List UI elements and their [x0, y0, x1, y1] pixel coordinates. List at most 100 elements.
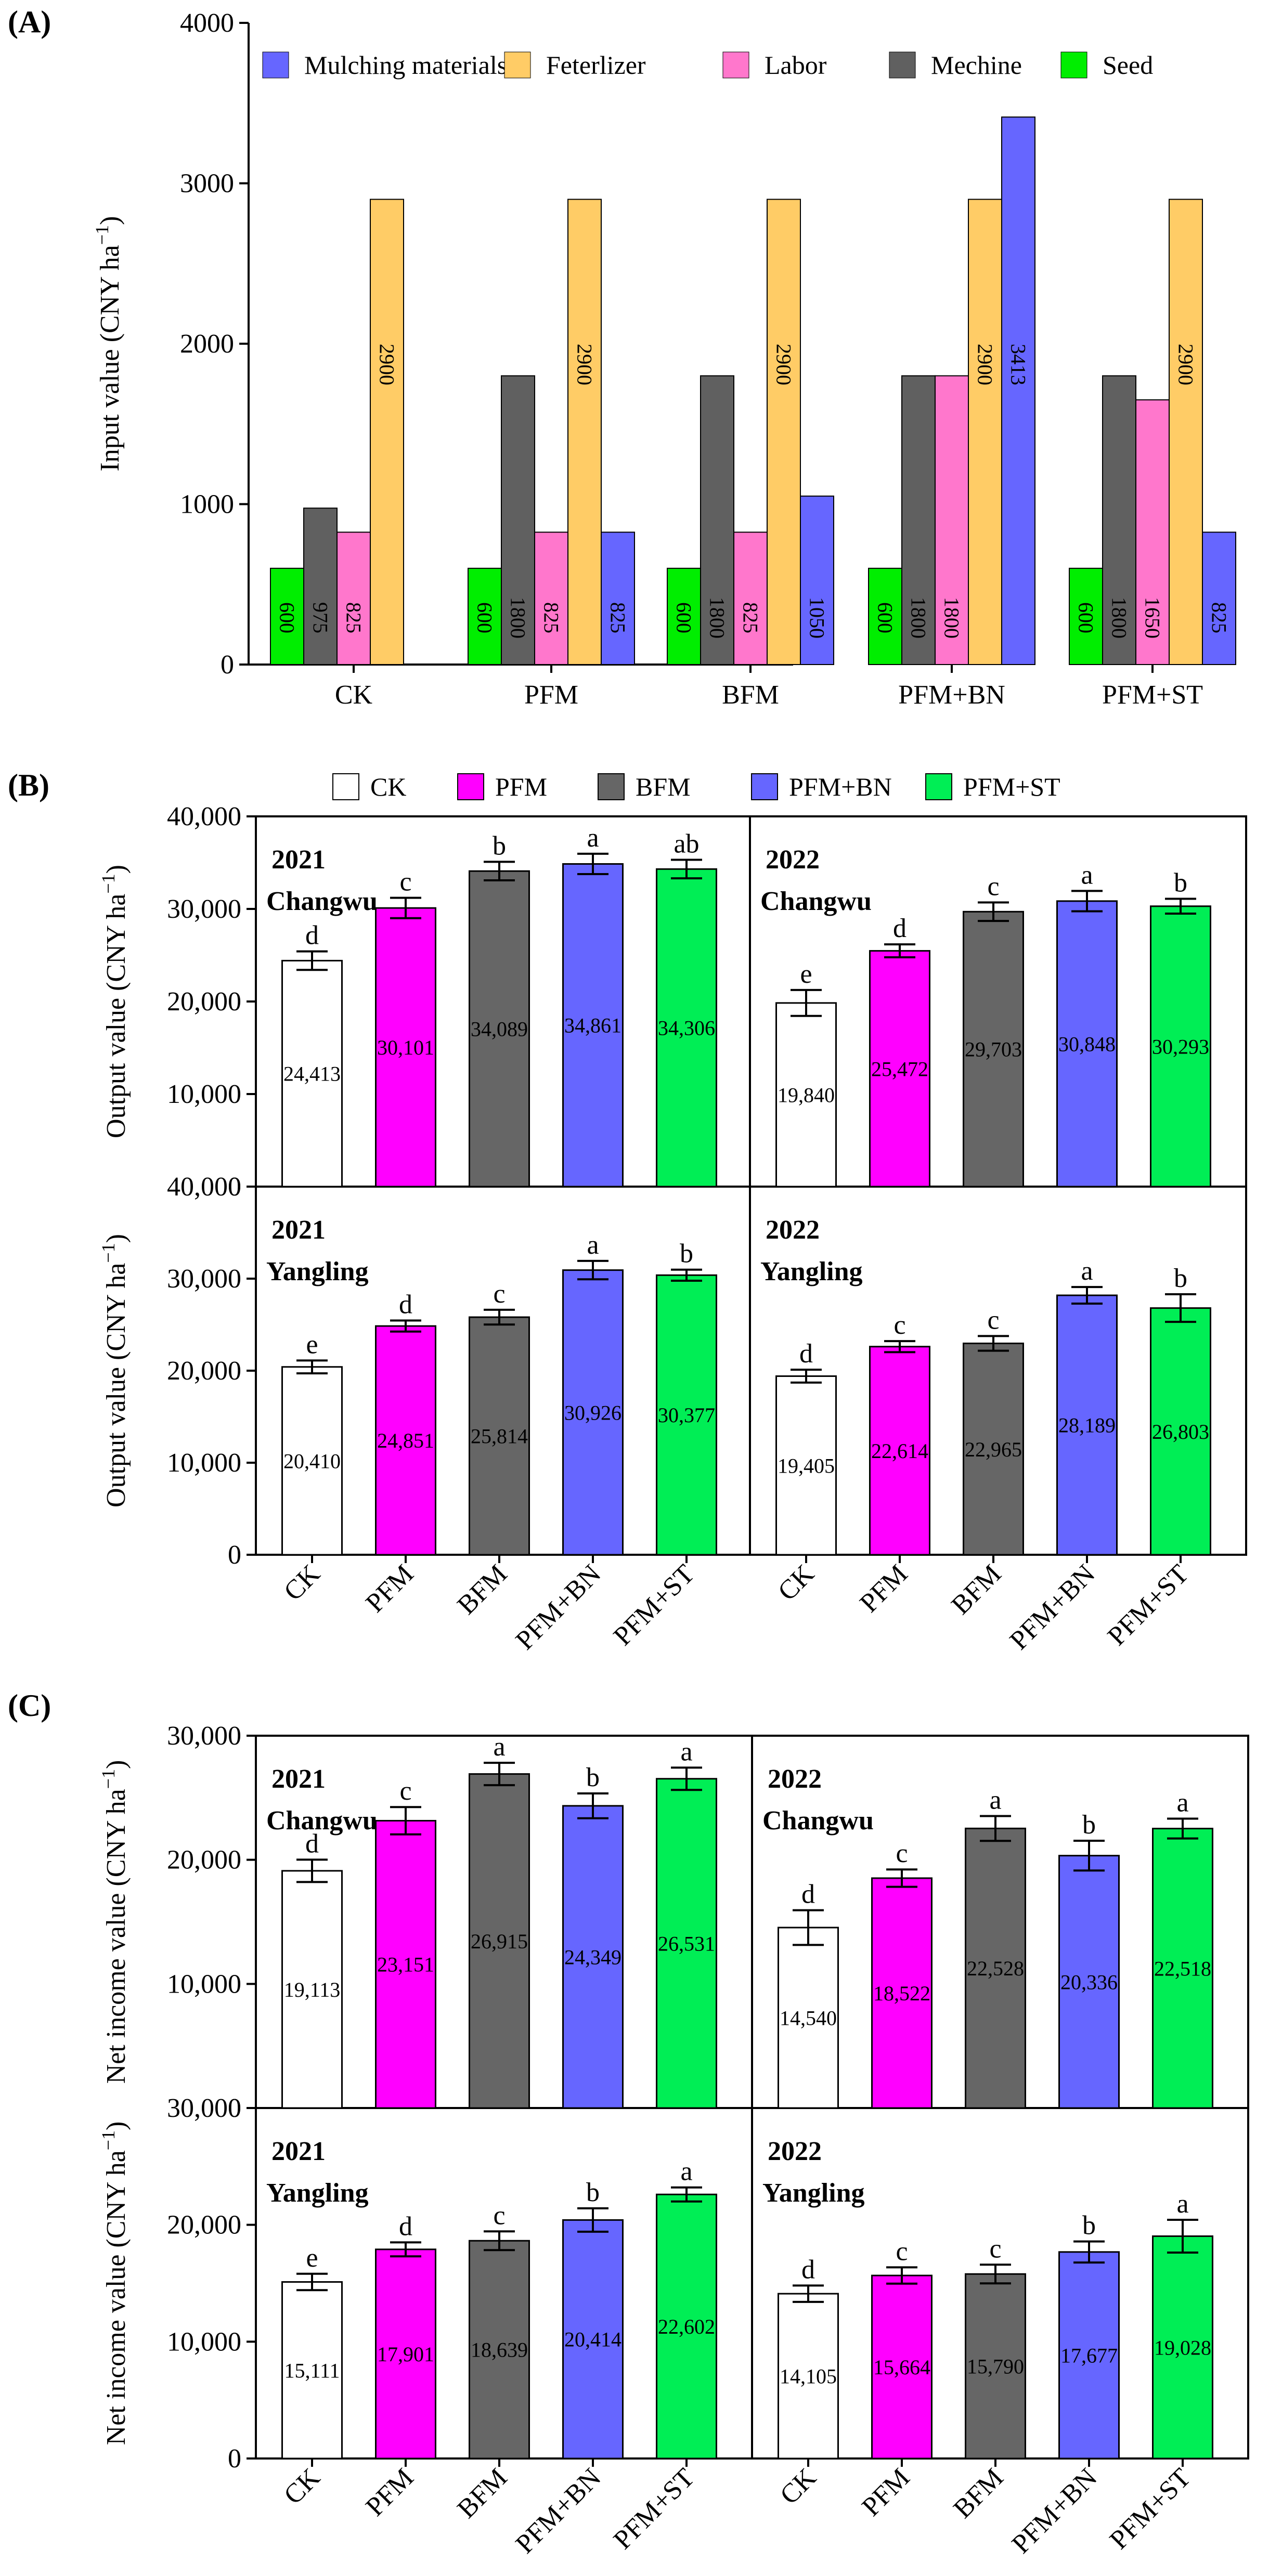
bar-b-PFM — [869, 950, 930, 1188]
bar-label-a: 2900 — [772, 344, 796, 385]
y-tick-label-a: 0 — [221, 650, 234, 680]
legend-label-a: Labor — [765, 50, 827, 80]
bar-a-PFM-Labor — [534, 531, 568, 665]
y-axis-title-a: Input value (CNY ha−1) — [92, 216, 125, 471]
bar-label-a: 825 — [739, 602, 762, 633]
bar-a-PFM+BN-Mechine — [901, 375, 936, 665]
legend-swatch-a — [722, 51, 749, 79]
subplot-site: Changwu — [266, 1806, 378, 1836]
x-tick-label-b: PFM+ST — [608, 1559, 701, 1651]
panel-label-b: (B) — [8, 768, 49, 802]
bar-a-CK-Seed — [270, 567, 304, 666]
significance-letter: b — [680, 1239, 693, 1269]
legend-swatch-b — [598, 773, 625, 800]
bar-value-label: 23,151 — [377, 1953, 434, 1976]
bar-b-PFM+BN — [562, 863, 624, 1188]
x-tick-label-a: BFM — [722, 680, 779, 710]
bar-a-BFM-Labor — [733, 531, 768, 665]
bar-label-a: 1800 — [706, 597, 729, 639]
bar-b-PFM+BN — [1056, 900, 1118, 1188]
bar-a-PFM-Seed — [468, 567, 502, 666]
subplot-year: 2022 — [766, 845, 820, 875]
significance-letter: c — [894, 1310, 905, 1340]
significance-letter: b — [1174, 1264, 1187, 1293]
significance-letter: d — [399, 2211, 412, 2241]
x-tick-label-c: CK — [278, 2463, 326, 2510]
bar-c-PFM — [375, 2248, 436, 2460]
significance-letter: a — [587, 1230, 599, 1260]
bar-c-PFM+ST — [656, 1778, 717, 2109]
legend-label-b: PFM — [495, 772, 547, 801]
bar-c-CK — [281, 2281, 343, 2460]
bar-a-CK-Labor — [336, 531, 371, 665]
bar-b-BFM — [963, 1343, 1024, 1556]
y-axis-title-b: Output value (CNY ha−1) — [98, 1234, 131, 1507]
subplot-site: Yangling — [760, 1257, 863, 1286]
y-tick-label-c: 10,000 — [167, 1969, 241, 1999]
y-axis-title-c: Net income value (CNY ha−1) — [98, 1760, 131, 2084]
significance-letter: c — [896, 1839, 908, 1868]
bar-value-label: 18,639 — [471, 2338, 528, 2362]
x-tick-label-c: PFM+BN — [1006, 2463, 1103, 2559]
significance-letter: a — [680, 2157, 692, 2187]
x-tick-label-c: PFM — [360, 2463, 420, 2522]
bar-value-label: 30,377 — [658, 1403, 715, 1427]
bar-a-PFM-Feterlizer — [567, 199, 602, 666]
bar-value-label: 19,113 — [284, 1978, 341, 2001]
bar-value-label: 26,803 — [1152, 1420, 1209, 1443]
bar-label-a: 825 — [342, 602, 366, 633]
bar-value-label: 30,293 — [1152, 1035, 1209, 1058]
legend-label-b: PFM+ST — [963, 772, 1060, 801]
y-tick-label-b: 0 — [228, 1172, 241, 1202]
significance-letter: b — [1082, 1810, 1096, 1840]
y-axis-title-c: Net income value (CNY ha−1) — [98, 2122, 131, 2445]
bar-label-a: 600 — [672, 602, 696, 633]
x-tick-label-a: CK — [335, 680, 373, 710]
bar-value-label: 20,414 — [564, 2328, 621, 2351]
bar-label-a: 1800 — [1108, 597, 1131, 639]
x-tick-label-b: PFM+BN — [510, 1559, 607, 1656]
significance-letter: a — [680, 1737, 692, 1766]
significance-letter: d — [801, 1880, 815, 1909]
bar-a-CK-Mechine — [303, 508, 338, 666]
bar-b-PFM+ST — [656, 868, 717, 1188]
bar-value-label: 29,703 — [965, 1038, 1022, 1061]
bar-b-PFM+BN — [1056, 1294, 1118, 1556]
bar-a-PFM+ST-Feterlizer — [1169, 199, 1203, 666]
bar-value-label: 26,915 — [471, 1930, 528, 1953]
panel-label-c: (C) — [8, 1688, 51, 1723]
bar-label-a: 1800 — [507, 597, 530, 639]
bar-c-CK — [778, 2293, 839, 2460]
bar-a-BFM-Mechine — [700, 375, 734, 665]
legend-label-b: CK — [370, 772, 406, 801]
bar-value-label: 15,664 — [873, 2356, 930, 2379]
subplot-site: Yangling — [762, 2178, 865, 2208]
bar-a-CK-Feterlizer — [370, 199, 404, 666]
bar-c-PFM — [871, 2274, 933, 2460]
y-tick-label-b: 20,000 — [167, 987, 241, 1017]
legend-swatch-a — [1060, 51, 1087, 79]
bar-value-label: 22,614 — [871, 1439, 928, 1463]
bar-value-label: 28,189 — [1058, 1414, 1116, 1437]
legend-swatch-b — [925, 773, 952, 800]
significance-letter: d — [893, 914, 907, 943]
x-tick-label-b: BFM — [452, 1559, 513, 1620]
significance-letter: c — [987, 1305, 999, 1335]
bar-label-a: 1050 — [806, 597, 829, 639]
bar-b-BFM — [469, 1316, 530, 1556]
bar-a-PFM+BN-Seed — [868, 567, 902, 666]
y-tick-label-a: 4000 — [180, 8, 234, 38]
x-tick-label-b: BFM — [946, 1559, 1007, 1620]
x-tick-label-c: CK — [774, 2463, 822, 2510]
legend-swatch-b — [751, 773, 778, 800]
y-tick-label-c: 10,000 — [167, 2327, 241, 2357]
subplot-year: 2021 — [271, 845, 326, 875]
significance-letter: ab — [674, 829, 699, 859]
bar-value-label: 15,111 — [284, 2359, 340, 2382]
x-tick-label-a: PFM — [524, 680, 578, 710]
subplot-site: Changwu — [762, 1806, 874, 1836]
significance-letter: e — [800, 959, 812, 989]
y-tick-label-b: 40,000 — [167, 1172, 241, 1202]
bar-a-PFM+ST-Mulching materials — [1202, 531, 1236, 665]
legend-label-b: PFM+BN — [789, 772, 892, 801]
